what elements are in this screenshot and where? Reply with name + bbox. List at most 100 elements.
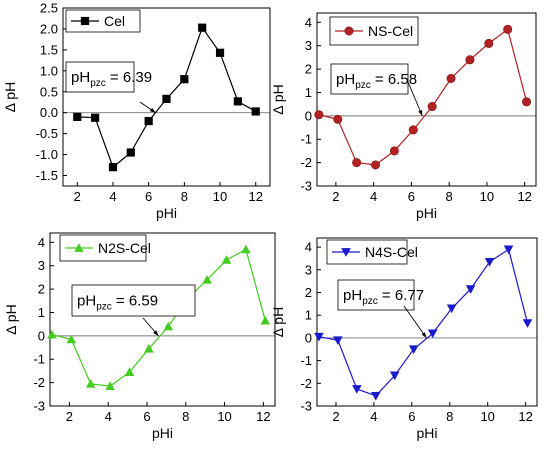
legend-marker [74, 243, 84, 252]
x-tick-label: 6 [145, 189, 152, 204]
data-point [162, 94, 171, 103]
y-tick-label: 3 [38, 258, 45, 273]
y-tick-label: -3 [300, 179, 312, 194]
x-tick-label: 6 [408, 409, 415, 424]
y-tick-label: 0 [305, 108, 312, 123]
annotation-box [330, 63, 409, 95]
data-point [427, 102, 437, 112]
x-tick-label: 10 [213, 189, 227, 204]
annotation-text: pHpzc = 6.77 [343, 287, 424, 307]
data-point [522, 97, 532, 107]
data-point [389, 371, 400, 381]
x-tick-label: 2 [74, 189, 81, 204]
y-tick-label: 2 [305, 62, 312, 77]
x-tick-label: 8 [182, 409, 189, 424]
data-point [427, 329, 438, 339]
plot-frame [316, 237, 538, 407]
x-tick-label: 6 [408, 189, 415, 204]
data-point [144, 343, 154, 353]
x-tick-label: 10 [480, 409, 494, 424]
x-tick-label: 10 [217, 409, 231, 424]
data-point [202, 274, 212, 284]
data-point [446, 304, 457, 314]
y-tick-label: 1 [38, 305, 45, 320]
x-tick-label: 12 [518, 409, 532, 424]
annotation-arrow [403, 305, 427, 339]
data-point [163, 321, 174, 331]
legend-marker [344, 26, 354, 36]
y-tick-label: -2 [33, 375, 45, 390]
chart-panel-top-left: 2 4 6 8 10 12 -1.5 -1.0 -0.5 0.0 0.5 1.0 1.5 2.0 2.5 pH… [2, 1, 271, 221]
y-tick-label: -1.5 [36, 168, 58, 183]
y-tick-label: 0 [305, 330, 312, 345]
pzc-annotation: pHpzc = 6.59 [71, 284, 196, 337]
pzc-annotation: pHpzc = 6.58 [330, 63, 423, 117]
data-point [105, 381, 115, 390]
x-tick-label: 6 [143, 409, 150, 424]
data-point [221, 255, 232, 264]
y-tick-label: 2 [38, 282, 45, 297]
data-point [126, 148, 135, 157]
data-point [91, 113, 100, 122]
y-tick-label: 4 [305, 15, 312, 30]
y-tick-label: 3 [305, 38, 312, 53]
plot-frame [49, 232, 276, 407]
data-point [352, 385, 362, 394]
y-tick-label: 4 [305, 240, 312, 255]
x-tick-label: 12 [248, 189, 262, 204]
data-point [408, 125, 418, 135]
series-line [51, 248, 266, 387]
y-tick-label: 2.0 [40, 21, 58, 36]
y-tick-label: -1 [300, 353, 312, 368]
annotation-arrowhead [421, 332, 427, 338]
data-point [66, 334, 77, 344]
data-point [389, 146, 399, 156]
legend: N2S-Cel [59, 234, 151, 262]
legend-marker [80, 16, 90, 26]
y-tick-label: 0 [38, 328, 45, 343]
annotation-text: pHpzc = 6.58 [336, 71, 417, 91]
data-point [314, 110, 324, 120]
x-tick-label: 4 [370, 189, 377, 204]
y-axis-title: Δ pH [270, 84, 286, 114]
y-tick-label: 1.5 [40, 42, 58, 57]
y-tick-label: 4 [38, 235, 45, 250]
y-axis-title: Δ pH [3, 304, 19, 334]
y-tick-label: -3 [33, 399, 45, 414]
x-tick-label: 10 [480, 189, 494, 204]
legend-label: NS-Cel [368, 23, 413, 39]
y-tick-label: -0.5 [36, 126, 58, 141]
annotation-box [71, 284, 196, 317]
data-point [465, 55, 475, 65]
x-tick-label: 2 [332, 189, 339, 204]
data-point [370, 391, 381, 401]
y-axis-title: Δ pH [2, 82, 18, 112]
x-axis-title: pHi [152, 425, 173, 441]
data-point [446, 73, 456, 83]
x-tick-label: 2 [332, 409, 339, 424]
data-point [85, 378, 96, 388]
data-point [465, 285, 476, 294]
annotation-text: pHpzc = 6.39 [71, 69, 152, 89]
data-point [241, 244, 251, 254]
y-tick-label: -2 [300, 155, 312, 170]
data-point [73, 112, 82, 121]
plot-frame [62, 7, 271, 187]
x-tick-label: 2 [66, 409, 73, 424]
y-tick-label: 3 [305, 262, 312, 277]
data-point [371, 160, 381, 170]
data-point [503, 24, 513, 34]
y-tick-label: -2 [300, 376, 312, 391]
annotation-arrowhead [153, 330, 159, 336]
data-point [484, 257, 495, 267]
y-tick-label: -1 [33, 352, 45, 367]
y-tick-label: 0.0 [40, 105, 58, 120]
legend-box [65, 9, 141, 33]
x-axis-title: pHi [416, 425, 437, 441]
data-point [408, 345, 419, 355]
x-tick-label: 4 [109, 189, 116, 204]
annotation-arrowhead [418, 109, 423, 116]
